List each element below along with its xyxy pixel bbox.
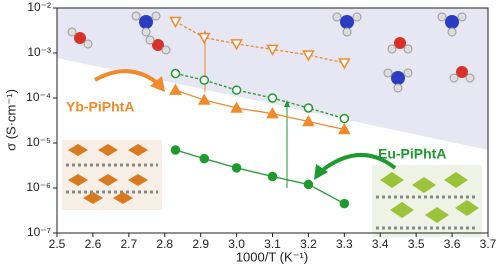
x-tick-label: 3.1 — [264, 237, 281, 251]
x-tick-label: 2.6 — [85, 237, 102, 251]
point — [199, 75, 210, 85]
point — [303, 103, 314, 113]
background-region — [57, 8, 488, 150]
x-tick-label: 2.9 — [192, 237, 209, 251]
point — [169, 16, 182, 29]
x-tick-label: 2.5 — [49, 237, 66, 251]
x-tick-label: 3.0 — [228, 237, 245, 251]
point — [267, 93, 278, 103]
x-axis-title: 1000/T (K⁻¹) — [236, 249, 308, 264]
x-tick-label: 2.7 — [120, 237, 137, 251]
point — [338, 122, 351, 135]
point — [302, 50, 315, 62]
y-tick-label: 10⁻⁴ — [26, 90, 51, 104]
crystal-eu — [372, 165, 482, 237]
crystal-yb — [62, 140, 162, 210]
y-tick-label: 10⁻⁷ — [27, 225, 51, 239]
arrow-head — [150, 76, 165, 92]
point — [169, 83, 182, 95]
point — [303, 179, 314, 190]
arrow-head — [314, 164, 328, 180]
x-tick-label: 3.4 — [372, 237, 389, 251]
series-line — [175, 89, 345, 131]
point — [338, 58, 351, 70]
point — [199, 153, 210, 164]
series-line — [175, 72, 345, 120]
arrow-head — [284, 100, 290, 107]
y-axis-title: σ (S·cm⁻¹) — [3, 89, 18, 151]
point — [231, 163, 242, 173]
x-tick-label: 3.5 — [408, 237, 425, 251]
point — [339, 113, 350, 124]
x-tick-label: 3.6 — [444, 237, 461, 251]
point — [170, 68, 181, 79]
point — [302, 114, 315, 127]
point — [339, 198, 350, 209]
x-tick-label: 3.2 — [300, 237, 317, 251]
x-tick-label: 3.7 — [480, 237, 497, 251]
series-line — [175, 149, 345, 205]
point — [231, 85, 242, 95]
point — [266, 44, 279, 56]
y-tick-label: 10⁻³ — [27, 45, 51, 59]
annotation: Yb-PiPhtA — [66, 99, 134, 115]
curved-arrow — [318, 153, 397, 174]
point — [266, 107, 279, 119]
point — [267, 171, 278, 182]
y-tick-label: 10⁻⁵ — [26, 135, 51, 149]
y-tick-label: 10⁻² — [27, 0, 51, 14]
point — [230, 39, 243, 51]
y-tick-label: 10⁻⁶ — [26, 180, 51, 194]
curved-arrow — [94, 69, 162, 87]
point — [230, 101, 243, 113]
point — [170, 145, 181, 155]
point — [197, 32, 211, 45]
x-tick-label: 3.3 — [336, 237, 353, 251]
annotation: Eu-PiPhtA — [378, 146, 446, 162]
x-tick-label: 2.8 — [156, 237, 173, 251]
molecules — [67, 11, 475, 93]
point — [197, 93, 211, 105]
